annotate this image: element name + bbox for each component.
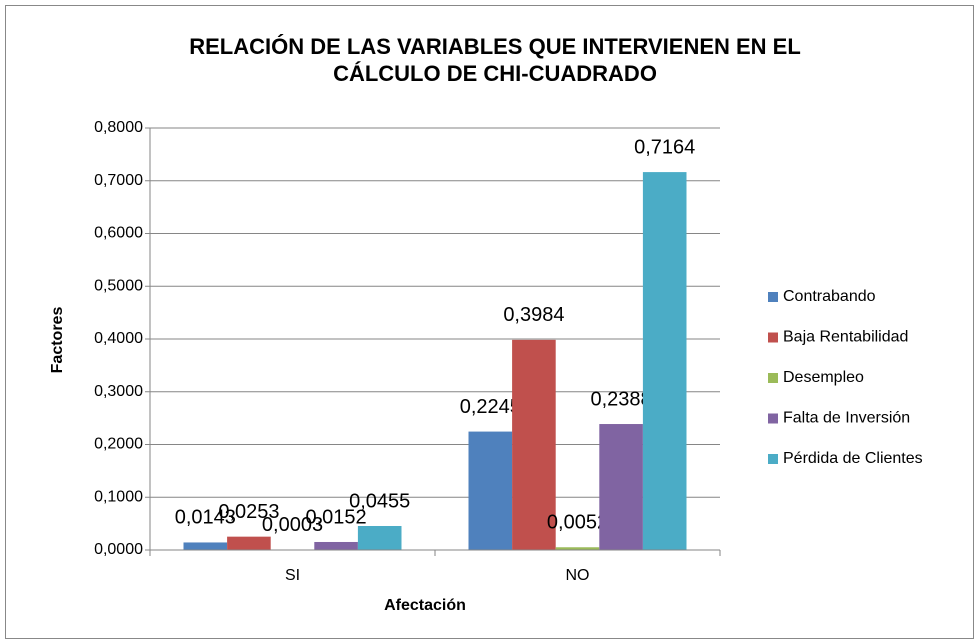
legend-swatch bbox=[768, 413, 778, 424]
bar bbox=[555, 547, 600, 550]
y-tick-label: 0,3000 bbox=[94, 383, 143, 400]
legend-label: Baja Rentabilidad bbox=[783, 329, 908, 346]
x-axis-label: Afectación bbox=[384, 597, 466, 614]
bar bbox=[227, 536, 271, 550]
bar bbox=[357, 525, 402, 550]
value-label: 0,2245 bbox=[460, 396, 521, 418]
legend-swatch bbox=[768, 373, 778, 383]
value-label: 0,0455 bbox=[349, 490, 410, 512]
legend-label: Falta de Inversión bbox=[783, 410, 910, 427]
y-tick-label: 0,4000 bbox=[94, 330, 143, 347]
legend-label: Desempleo bbox=[783, 369, 864, 386]
y-tick-label: 0,2000 bbox=[94, 436, 143, 453]
y-tick-label: 0,7000 bbox=[94, 172, 143, 189]
value-label: 0,0052 bbox=[547, 512, 608, 534]
legend-label: Contrabando bbox=[783, 288, 876, 305]
y-tick-label: 0,6000 bbox=[94, 225, 143, 242]
x-tick-label: SI bbox=[285, 567, 300, 584]
bar bbox=[642, 172, 687, 550]
bar bbox=[599, 424, 643, 550]
value-label: 0,0003 bbox=[262, 514, 323, 536]
legend-swatch bbox=[768, 454, 778, 464]
y-tick-label: 0,5000 bbox=[94, 277, 143, 294]
value-label: 0,3984 bbox=[503, 304, 564, 326]
y-tick-label: 0,8000 bbox=[94, 119, 143, 136]
chart-title: RELACIÓN DE LAS VARIABLES QUE INTERVIENE… bbox=[189, 34, 801, 86]
value-label: 0,2388 bbox=[591, 388, 652, 410]
legend-swatch bbox=[768, 292, 778, 302]
y-axis-label: Factores bbox=[49, 307, 66, 374]
bar bbox=[183, 542, 228, 550]
value-label: 0,0152 bbox=[306, 506, 367, 528]
value-label: 0,0143 bbox=[175, 507, 236, 529]
bar bbox=[512, 339, 556, 550]
y-tick-label: 0,0000 bbox=[94, 541, 143, 558]
value-label: 0,0253 bbox=[218, 501, 279, 523]
bar bbox=[314, 541, 358, 550]
legend-label: Pérdida de Clientes bbox=[783, 450, 923, 467]
y-tick-label: 0,1000 bbox=[94, 488, 143, 505]
value-label: 0,7164 bbox=[634, 136, 695, 158]
x-tick-label: NO bbox=[566, 567, 590, 584]
bar bbox=[468, 431, 513, 550]
legend-swatch bbox=[768, 332, 778, 343]
